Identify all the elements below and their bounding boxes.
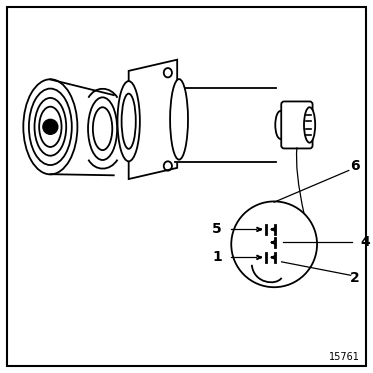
Ellipse shape	[170, 79, 188, 160]
Text: 5: 5	[212, 222, 222, 236]
Circle shape	[231, 201, 317, 287]
Ellipse shape	[29, 88, 72, 165]
FancyBboxPatch shape	[281, 101, 313, 148]
Ellipse shape	[93, 107, 112, 150]
Ellipse shape	[39, 107, 62, 147]
Ellipse shape	[35, 98, 66, 156]
Text: 4: 4	[360, 235, 370, 250]
Text: 6: 6	[350, 159, 360, 173]
Ellipse shape	[304, 107, 315, 142]
Ellipse shape	[88, 97, 117, 160]
Ellipse shape	[117, 81, 140, 161]
Bar	[175, 88, 276, 162]
Text: 1: 1	[212, 250, 222, 264]
PathPatch shape	[129, 60, 177, 179]
Ellipse shape	[275, 111, 286, 139]
Text: 2: 2	[350, 271, 360, 285]
Circle shape	[43, 119, 58, 134]
Ellipse shape	[122, 94, 136, 149]
Text: 15761: 15761	[329, 352, 360, 362]
Ellipse shape	[23, 79, 78, 175]
